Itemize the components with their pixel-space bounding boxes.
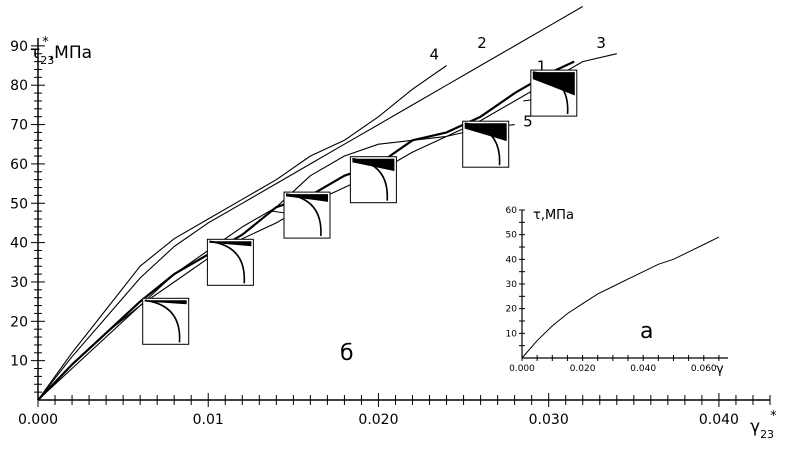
y-tick-label: 70	[10, 118, 28, 134]
panel-label-b: б	[340, 341, 354, 366]
series-line-5	[37, 124, 515, 401]
diagram-arc	[209, 240, 246, 284]
inset-y-tick-label: 50	[506, 231, 518, 241]
damage-diagram	[283, 191, 331, 239]
inset-series-line	[521, 236, 720, 359]
y-tick-label: 90	[10, 39, 28, 55]
inset-x-tick-label: 0.040	[630, 364, 656, 374]
diagram-arc	[352, 157, 389, 201]
inset-y-tick-label: 40	[506, 255, 518, 265]
diagram-fill	[464, 123, 507, 142]
main-plot: 0.000 0.01 0.020 0.030 0.040 10 20 30 40 50 60 70 80…	[10, 6, 771, 428]
inset-x-tick-label: 0.060	[691, 364, 717, 374]
curve-label-5: 5	[523, 113, 533, 131]
curve-label-1: 1	[537, 57, 547, 75]
inset-x-tick-label: 0.000	[509, 364, 535, 374]
inset-plot: 0.000 0.020 0.040 0.060 10 20 30 40 50 60	[506, 206, 728, 374]
y-tick-label: 50	[10, 196, 28, 212]
damage-diagram	[206, 238, 254, 286]
damage-diagram	[349, 156, 397, 204]
y-tick-label: 10	[10, 354, 28, 370]
inset-y-axis-title: τ,МПа	[533, 208, 574, 223]
inset-y-tick-label: 30	[506, 280, 518, 290]
diagram-fill	[209, 241, 252, 247]
series-line-4	[37, 65, 447, 401]
inset-y-tick-label: 60	[506, 206, 518, 216]
y-tick-label: 40	[10, 236, 28, 252]
x-axis-title: γ23*	[750, 409, 777, 441]
x-tick-label: 0.000	[18, 412, 58, 428]
diagram-arc	[464, 122, 501, 166]
y-tick-label: 60	[10, 157, 28, 173]
x-tick-label: 0.030	[529, 412, 569, 428]
damage-diagram	[462, 120, 510, 168]
curve-label-4: 4	[430, 46, 440, 64]
diagram-arc	[285, 193, 322, 237]
damage-diagram	[530, 69, 578, 117]
x-tick-label: 0.020	[358, 412, 398, 428]
y-axis-title: τ23*,МПа	[30, 35, 92, 67]
diagram-arc	[144, 299, 181, 343]
y-tick-label: 80	[10, 78, 28, 94]
inset-y-tick-label: 20	[506, 305, 518, 315]
diagram-fill	[532, 72, 575, 96]
curve-label-2: 2	[477, 34, 487, 52]
y-tick-label: 20	[10, 314, 28, 330]
diagram-arc	[532, 71, 569, 115]
damage-diagram	[142, 297, 190, 345]
inset-x-axis-title: γ	[716, 362, 724, 377]
series-line-2	[37, 6, 583, 401]
diagram-fill	[144, 300, 187, 305]
panel-label-a: а	[640, 319, 653, 344]
y-tick-label: 30	[10, 275, 28, 291]
inset-x-tick-label: 0.020	[570, 364, 596, 374]
diagram-frame	[142, 297, 190, 345]
x-tick-label: 0.01	[193, 412, 224, 428]
inset-y-tick-label: 10	[506, 329, 518, 339]
curve-label-3: 3	[596, 34, 606, 52]
x-tick-label: 0.040	[699, 412, 739, 428]
diagram-frame	[206, 238, 254, 286]
